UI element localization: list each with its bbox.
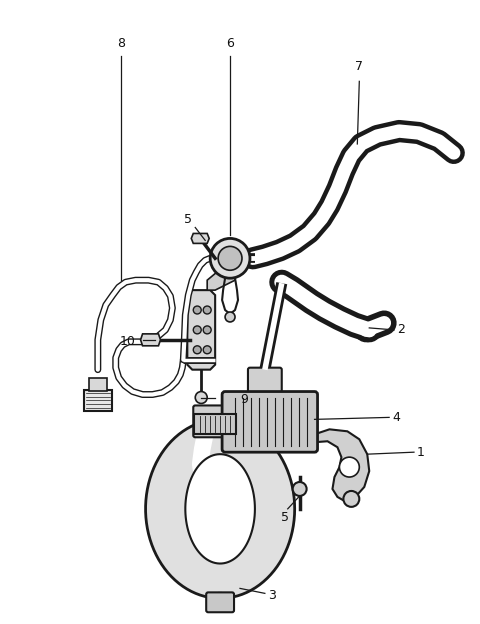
FancyBboxPatch shape (194, 414, 236, 434)
Text: 5: 5 (281, 511, 289, 524)
Circle shape (293, 482, 307, 496)
Text: 7: 7 (355, 61, 363, 74)
Circle shape (218, 246, 242, 270)
Circle shape (339, 457, 360, 477)
Text: 4: 4 (392, 411, 400, 424)
FancyBboxPatch shape (248, 368, 282, 399)
Text: 1: 1 (417, 446, 425, 459)
Text: 9: 9 (240, 393, 248, 406)
Text: 2: 2 (397, 323, 405, 336)
Text: 10: 10 (120, 335, 136, 348)
Circle shape (193, 346, 201, 354)
FancyBboxPatch shape (89, 378, 107, 391)
FancyBboxPatch shape (206, 592, 234, 612)
FancyBboxPatch shape (193, 406, 229, 437)
Circle shape (343, 491, 360, 507)
Circle shape (193, 326, 201, 334)
Polygon shape (141, 334, 160, 346)
Text: 5: 5 (184, 213, 192, 225)
Circle shape (195, 391, 207, 404)
Polygon shape (187, 290, 215, 369)
FancyBboxPatch shape (84, 389, 112, 411)
Circle shape (203, 326, 211, 334)
Text: 3: 3 (268, 589, 276, 602)
Circle shape (203, 306, 211, 314)
Polygon shape (185, 454, 255, 563)
Circle shape (203, 346, 211, 354)
Polygon shape (207, 265, 235, 290)
Polygon shape (145, 419, 295, 598)
Polygon shape (314, 429, 369, 501)
Text: 8: 8 (117, 37, 125, 49)
Text: 6: 6 (226, 37, 234, 49)
Circle shape (210, 238, 250, 278)
Circle shape (225, 312, 235, 322)
Circle shape (193, 306, 201, 314)
Polygon shape (192, 233, 209, 243)
FancyBboxPatch shape (222, 391, 318, 452)
